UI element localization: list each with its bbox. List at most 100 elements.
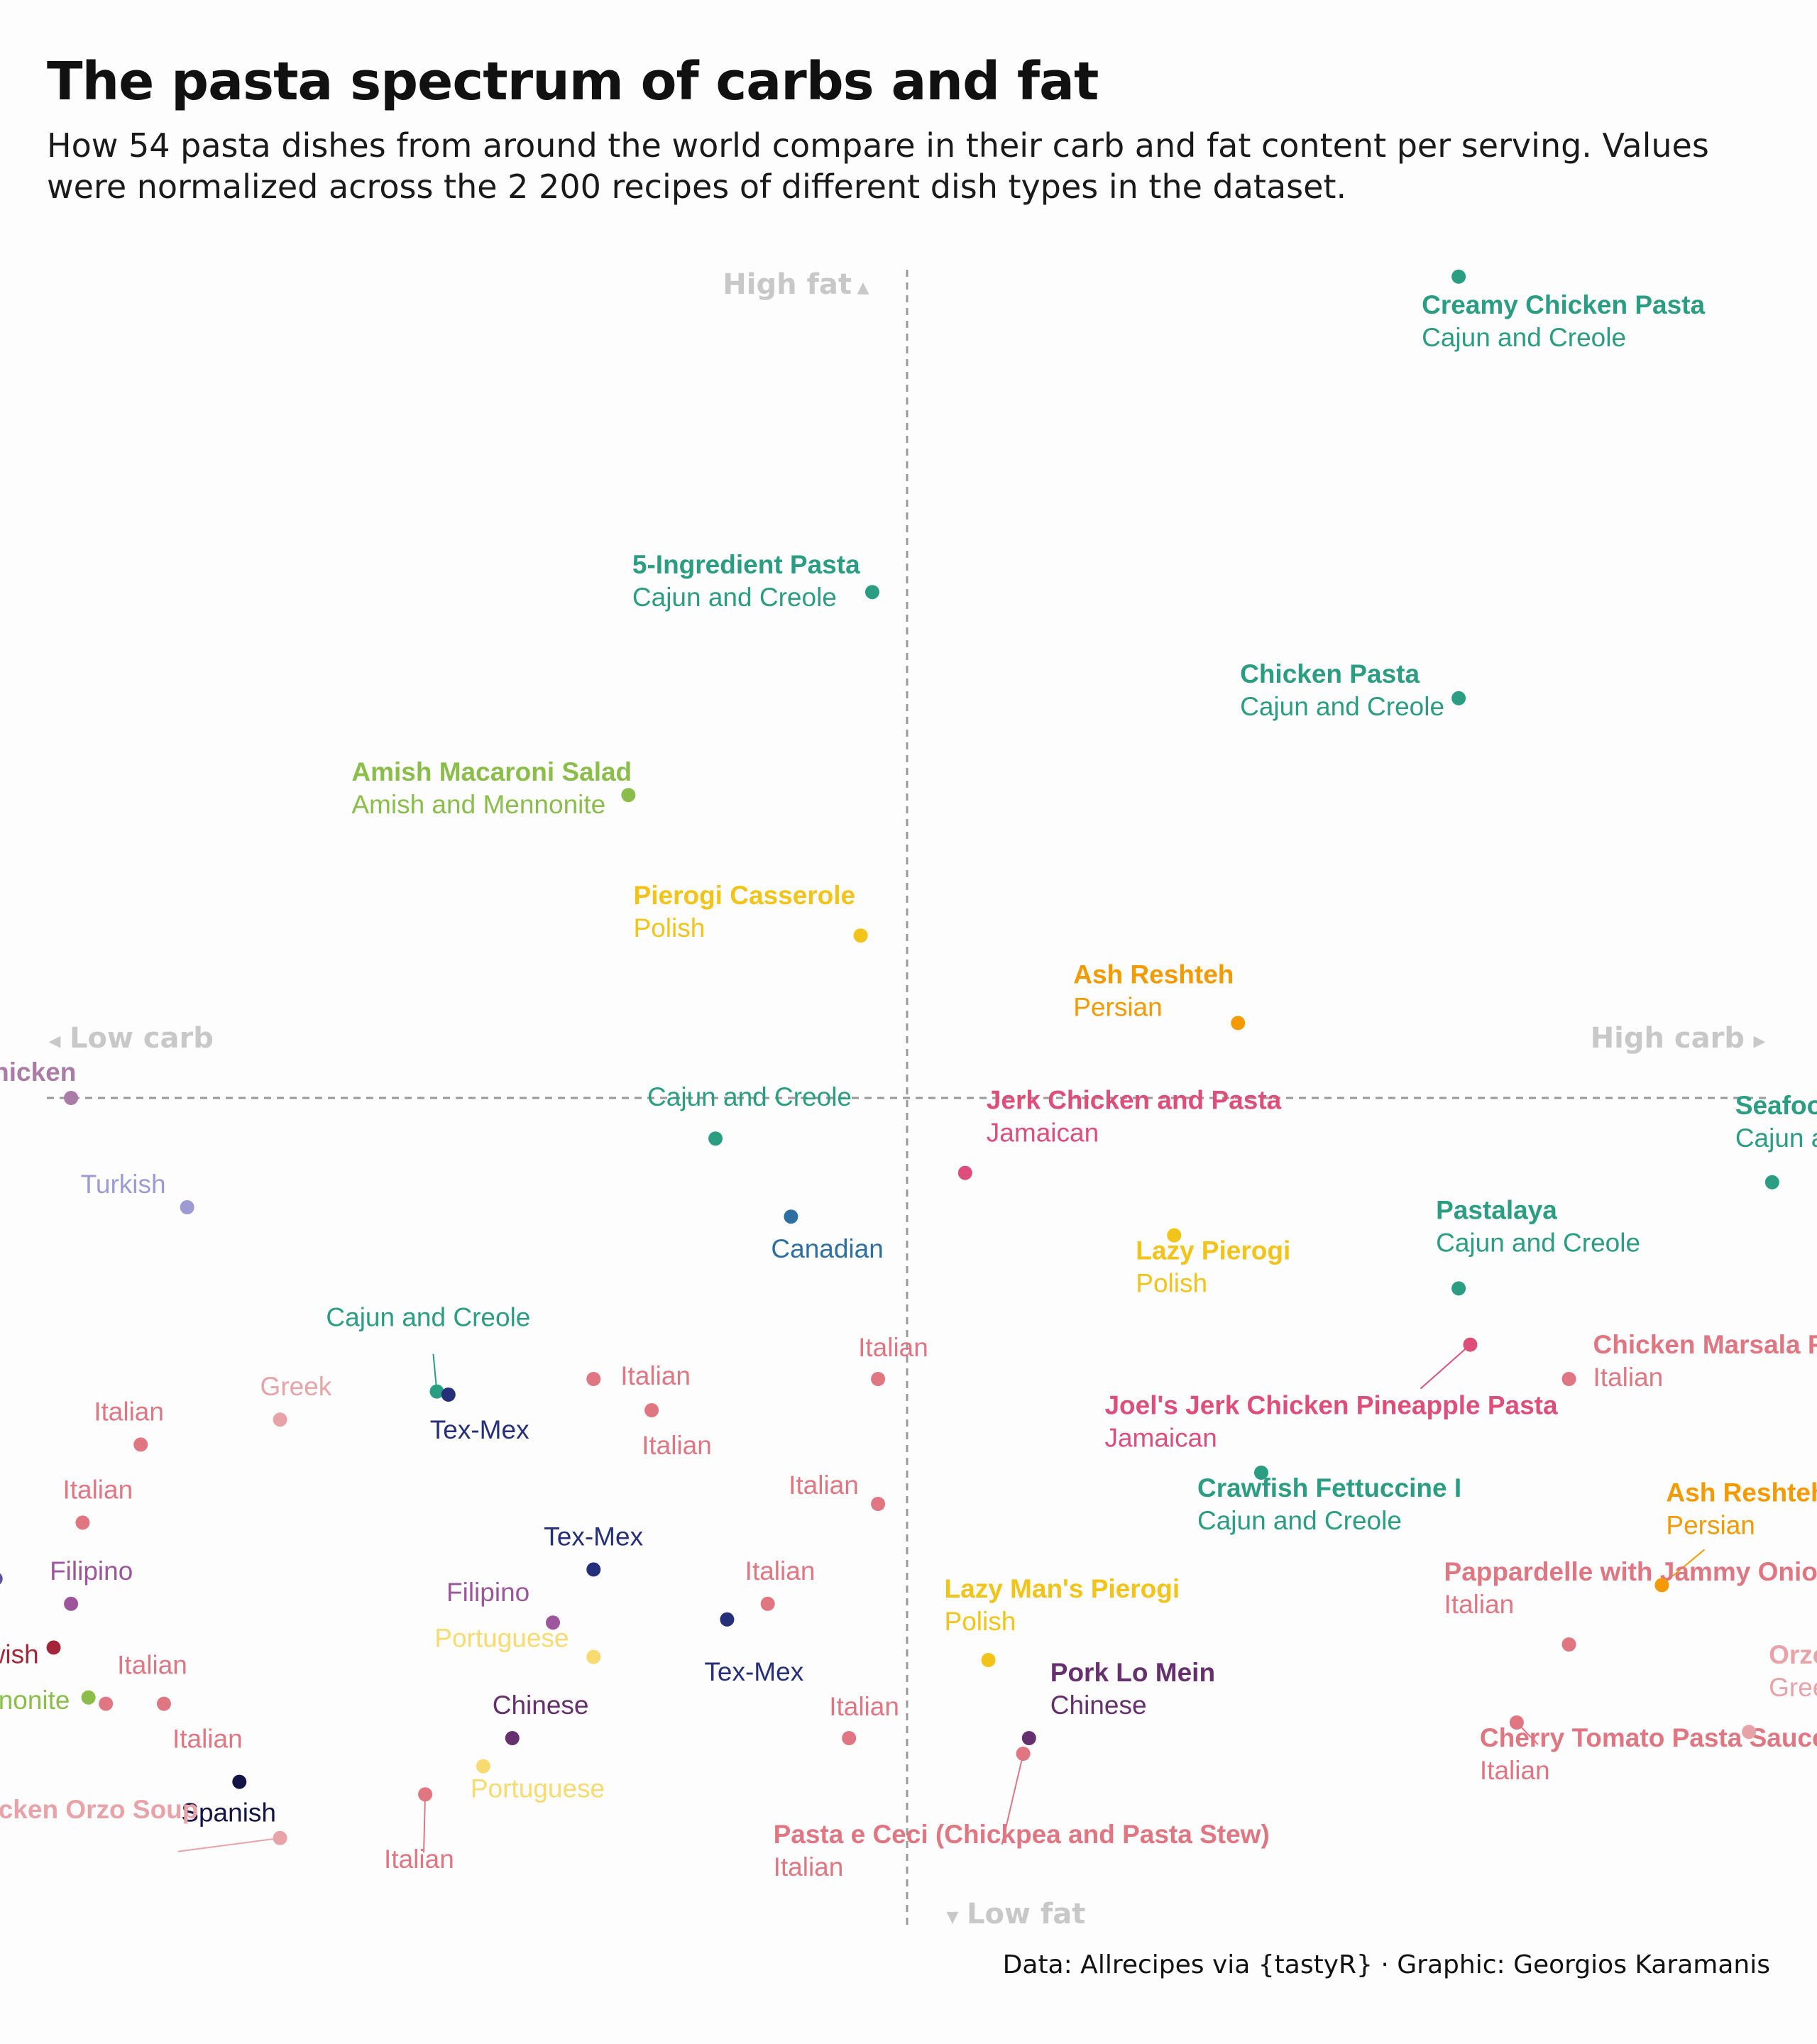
point-name-label: Crawfish Fettuccine I <box>1197 1473 1461 1502</box>
data-points <box>0 269 1779 1845</box>
data-point <box>429 1384 444 1399</box>
point-name-label: Lazy Pierogi <box>1136 1236 1290 1265</box>
point-cuisine-label: Italian <box>384 1845 454 1874</box>
point-cuisine-label: Amish and Mennonite <box>351 790 605 819</box>
data-point <box>644 1403 659 1417</box>
point-name-label: Joel's Jerk Chicken Pineapple Pasta <box>1104 1391 1558 1420</box>
chart-title: The pasta spectrum of carbs and fat <box>47 51 1099 112</box>
point-cuisine-label: Jewish <box>0 1639 39 1669</box>
data-point <box>760 1596 775 1611</box>
point-name-label: Pasta e Ceci (Chickpea and Pasta Stew) <box>774 1820 1270 1849</box>
point-name-label: Creamy Chicken Pasta <box>1422 290 1705 319</box>
point-name-label: Ash Reshteh <box>1073 960 1234 989</box>
data-point <box>1451 1281 1466 1296</box>
data-point <box>1253 1466 1268 1480</box>
label-leader-line <box>1420 1344 1471 1390</box>
data-point <box>708 1131 723 1146</box>
point-name-label: Lemon Chicken Orzo Soup <box>0 1795 198 1824</box>
data-point <box>546 1615 561 1630</box>
point-labels: Creamy Chicken Pasta Cajun and Creole 5-In… <box>0 290 1817 1881</box>
point-cuisine-label: Persian <box>1666 1510 1755 1539</box>
point-cuisine-label: Cajun and Creole <box>1422 323 1626 352</box>
data-point <box>273 1830 287 1845</box>
point-cuisine-label: Chinese <box>1050 1691 1147 1720</box>
data-point <box>1016 1747 1031 1761</box>
data-point <box>1742 1725 1757 1740</box>
data-point <box>64 1596 79 1611</box>
point-cuisine-label: Italian <box>62 1475 133 1504</box>
data-point <box>864 585 879 600</box>
point-cuisine-label: Italian <box>774 1852 844 1881</box>
data-point <box>981 1653 996 1667</box>
point-cuisine-label: Italian <box>745 1556 816 1586</box>
data-point <box>1463 1337 1478 1352</box>
point-cuisine-label: Cajun and Creole <box>632 583 837 612</box>
point-cuisine-label: Filipino <box>446 1578 529 1607</box>
data-point <box>871 1372 886 1386</box>
point-cuisine-label: Italian <box>1444 1590 1515 1619</box>
y-low-label: Low fat <box>967 1898 1085 1930</box>
data-point <box>0 1573 3 1585</box>
point-cuisine-label: Italian <box>94 1397 164 1426</box>
point-cuisine-label: Italian <box>789 1471 859 1500</box>
point-cuisine-label: Greek <box>1769 1673 1817 1702</box>
point-cuisine-label: Italian <box>858 1333 928 1362</box>
data-point <box>180 1200 194 1214</box>
point-cuisine-label: Polish <box>634 913 706 943</box>
point-cuisine-label: Italian <box>642 1431 712 1460</box>
data-point <box>586 1562 601 1577</box>
point-cuisine-label: Cajun and Creole <box>326 1303 530 1332</box>
point-name-label: 5-Ingredient Pasta <box>632 550 860 579</box>
data-point <box>1561 1637 1576 1652</box>
data-point <box>1561 1372 1576 1386</box>
label-leader-line <box>177 1837 280 1852</box>
point-name-label: Pierogi Casserole <box>634 881 856 910</box>
point-cuisine-label: Italian <box>1480 1756 1550 1785</box>
data-point <box>1451 269 1466 284</box>
source-caption: Data: Allrecipes via {tastyR} · Graphic:… <box>1002 1950 1770 1979</box>
label-leader-line <box>423 1794 427 1853</box>
point-name-label: Pastalaya <box>1436 1195 1557 1224</box>
y-high-arrow-icon: ▲ <box>857 279 869 297</box>
point-cuisine-label: Portuguese <box>434 1624 569 1653</box>
point-cuisine-label: Filipino <box>50 1556 133 1586</box>
data-point <box>1021 1731 1036 1745</box>
data-point <box>232 1774 247 1789</box>
data-point <box>1167 1228 1182 1243</box>
point-cuisine-label: Portuguese <box>471 1774 605 1803</box>
point-cuisine-label: Amish and Mennonite <box>0 1686 70 1715</box>
point-cuisine-label: Tex-Mex <box>704 1657 803 1686</box>
point-cuisine-label: Polish <box>945 1607 1016 1636</box>
data-point <box>957 1165 972 1180</box>
point-name-label: Amish Macaroni Salad <box>351 757 632 786</box>
data-point <box>99 1696 114 1711</box>
point-name-label: Orzo Salad <box>1769 1640 1817 1669</box>
data-point <box>505 1731 520 1745</box>
point-name-label: Jerk Chicken and Pasta <box>987 1086 1282 1115</box>
data-point <box>81 1690 96 1705</box>
data-point <box>64 1091 79 1105</box>
point-cuisine-label: Greek <box>260 1372 332 1401</box>
data-point <box>842 1731 857 1745</box>
data-point <box>1451 691 1466 705</box>
point-cuisine-label: Turkish <box>81 1170 166 1199</box>
data-point <box>871 1497 886 1511</box>
data-point <box>1231 1016 1246 1031</box>
point-cuisine-label: Jamaican <box>987 1119 1099 1148</box>
data-point <box>75 1515 90 1530</box>
point-cuisine-label: Polish <box>1136 1269 1207 1298</box>
point-name-label: Lazy Man's Pierogi <box>945 1574 1180 1603</box>
data-point <box>156 1696 171 1711</box>
chart-subtitle: How 54 pasta dishes from around the worl… <box>47 126 1709 206</box>
point-cuisine-label: Spanish <box>181 1798 276 1828</box>
point-cuisine-label: Italian <box>172 1725 243 1754</box>
x-low-arrow-icon: ◀ <box>49 1033 61 1050</box>
point-cuisine-label: Canadian <box>771 1234 883 1263</box>
data-point <box>784 1209 798 1224</box>
point-cuisine-label: Tex-Mex <box>430 1415 529 1444</box>
point-name-label: Cherry Tomato Pasta Sauce <box>1480 1723 1817 1752</box>
point-cuisine-label: Cajun and Creole <box>1197 1506 1402 1535</box>
data-point <box>273 1412 287 1427</box>
data-point <box>46 1640 61 1655</box>
x-high-label: High carb <box>1591 1022 1745 1055</box>
